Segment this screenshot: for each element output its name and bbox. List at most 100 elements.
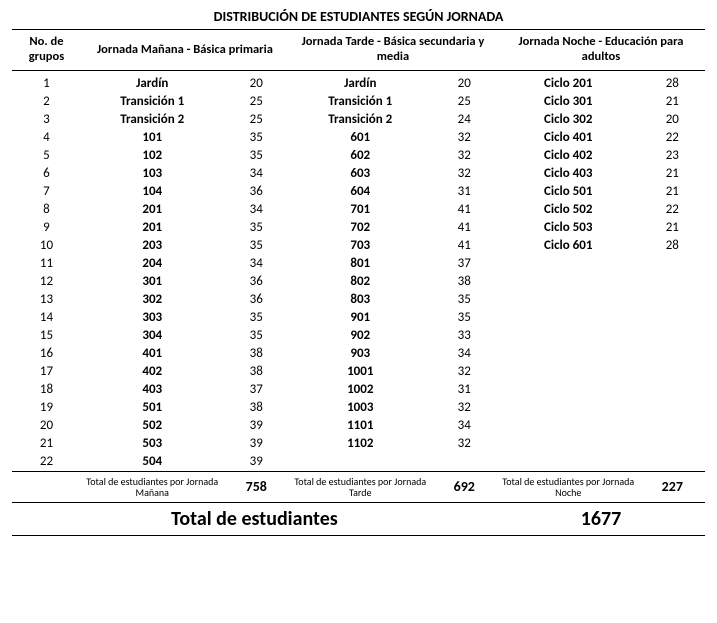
subtotal-value: 227	[640, 471, 705, 502]
row-number: 6	[12, 165, 81, 183]
header-j3: Jornada Noche - Educación para adultos	[497, 30, 705, 71]
j1-group-value: 35	[224, 147, 289, 165]
j3-group-value: 22	[640, 129, 705, 147]
j2-group-value: 24	[432, 111, 497, 129]
header-j1: Jornada Mañana - Básica primaria	[81, 30, 289, 71]
j3-group-value: 28	[640, 237, 705, 255]
j3-group-name: Ciclo 503	[497, 219, 640, 237]
distribution-table: No. de grupos Jornada Mañana - Básica pr…	[12, 29, 705, 536]
table-row: 1840337100231	[12, 381, 705, 399]
j3-group-name: Ciclo 302	[497, 111, 640, 129]
row-number: 5	[12, 147, 81, 165]
j3-group-name	[497, 291, 640, 309]
table-row: 1740238100132	[12, 363, 705, 381]
j2-group-name: 702	[289, 219, 432, 237]
j1-group-value: 39	[224, 435, 289, 453]
table-row: 2050239110134	[12, 417, 705, 435]
j2-group-value: 37	[432, 255, 497, 273]
j2-group-value: 35	[432, 291, 497, 309]
j1-group-value: 35	[224, 327, 289, 345]
table-row: 51023560232Ciclo 40223	[12, 147, 705, 165]
j3-group-name	[497, 327, 640, 345]
row-number: 9	[12, 219, 81, 237]
j1-group-name: 304	[81, 327, 224, 345]
table-row: 102033570341Ciclo 60128	[12, 237, 705, 255]
j2-group-name: 604	[289, 183, 432, 201]
j3-group-name	[497, 435, 640, 453]
j3-group-value	[640, 453, 705, 472]
j2-group-name: 703	[289, 237, 432, 255]
j3-group-value	[640, 363, 705, 381]
j3-group-value	[640, 417, 705, 435]
row-number: 14	[12, 309, 81, 327]
j3-group-value	[640, 381, 705, 399]
j1-group-value: 34	[224, 255, 289, 273]
j3-group-value: 28	[640, 71, 705, 93]
table-row: 2250439	[12, 453, 705, 472]
j3-group-value: 21	[640, 93, 705, 111]
j1-group-value: 38	[224, 399, 289, 417]
j1-group-value: 35	[224, 237, 289, 255]
table-row: 164013890334	[12, 345, 705, 363]
j2-group-name: 901	[289, 309, 432, 327]
j3-group-name	[497, 309, 640, 327]
table-row: 1950138100332	[12, 399, 705, 417]
j1-group-value: 35	[224, 129, 289, 147]
j2-group-value	[432, 453, 497, 472]
j2-group-value: 41	[432, 219, 497, 237]
j1-group-name: 303	[81, 309, 224, 327]
j1-group-value: 36	[224, 273, 289, 291]
subtotal-value: 692	[432, 471, 497, 502]
j2-group-name: 1003	[289, 399, 432, 417]
j1-group-name: 102	[81, 147, 224, 165]
j1-group-value: 20	[224, 71, 289, 93]
row-number: 19	[12, 399, 81, 417]
row-number: 15	[12, 327, 81, 345]
subtotal-row: Total de estudiantes por Jornada Mañana7…	[12, 471, 705, 502]
j2-group-value: 33	[432, 327, 497, 345]
table-row: 41013560132Ciclo 40122	[12, 129, 705, 147]
row-number: 11	[12, 255, 81, 273]
j1-group-name: 201	[81, 219, 224, 237]
j1-group-name: Transición 1	[81, 93, 224, 111]
j2-group-name: 903	[289, 345, 432, 363]
j1-group-name: 203	[81, 237, 224, 255]
header-row: No. de grupos Jornada Mañana - Básica pr…	[12, 30, 705, 71]
j2-group-name: 601	[289, 129, 432, 147]
j3-group-value: 22	[640, 201, 705, 219]
j1-group-name: 104	[81, 183, 224, 201]
j1-group-value: 25	[224, 93, 289, 111]
j3-group-name	[497, 255, 640, 273]
j2-group-name: Transición 1	[289, 93, 432, 111]
j2-group-value: 38	[432, 273, 497, 291]
j2-group-name: 802	[289, 273, 432, 291]
j3-group-name	[497, 363, 640, 381]
j3-group-name	[497, 273, 640, 291]
j1-group-name: 401	[81, 345, 224, 363]
j3-group-value	[640, 435, 705, 453]
j2-group-name	[289, 453, 432, 472]
j2-group-value: 20	[432, 71, 497, 93]
j1-group-name: 301	[81, 273, 224, 291]
j2-group-name: 701	[289, 201, 432, 219]
j1-group-value: 39	[224, 417, 289, 435]
j2-group-name: 1102	[289, 435, 432, 453]
j3-group-name	[497, 381, 640, 399]
row-number: 10	[12, 237, 81, 255]
row-number: 4	[12, 129, 81, 147]
grand-total-row: Total de estudiantes1677	[12, 502, 705, 535]
table-row: 82013470141Ciclo 50222	[12, 201, 705, 219]
j1-group-value: 37	[224, 381, 289, 399]
j3-group-name	[497, 345, 640, 363]
j3-group-name	[497, 453, 640, 472]
table-row: 92013570241Ciclo 50321	[12, 219, 705, 237]
table-row: 133023680335	[12, 291, 705, 309]
grand-total-label: Total de estudiantes	[12, 502, 497, 535]
j3-group-value	[640, 273, 705, 291]
j2-group-value: 41	[432, 237, 497, 255]
j1-group-value: 25	[224, 111, 289, 129]
row-number: 1	[12, 71, 81, 93]
j2-group-value: 41	[432, 201, 497, 219]
j1-group-name: 103	[81, 165, 224, 183]
j3-group-value	[640, 309, 705, 327]
